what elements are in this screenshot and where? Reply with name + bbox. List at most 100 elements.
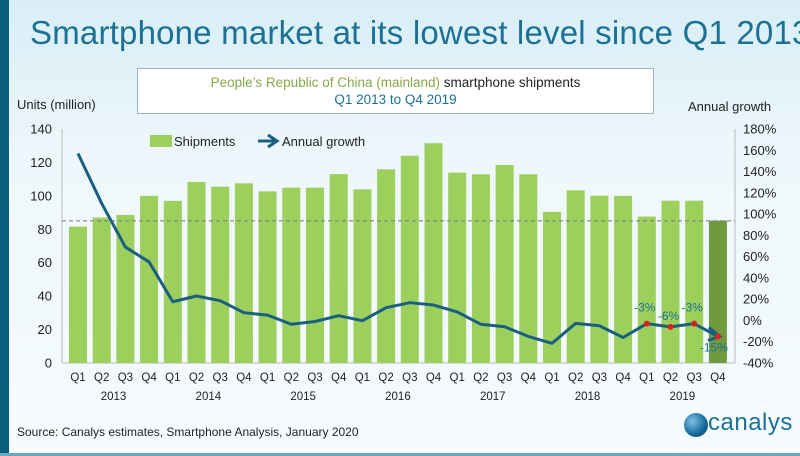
x-tick-label: Q3 <box>213 372 228 384</box>
x-tick-label: Q4 <box>331 372 347 384</box>
bar-shipments <box>187 181 206 363</box>
bar-shipments <box>543 211 561 363</box>
bar-shipments <box>424 143 443 363</box>
subtitle-period: Q1 2013 to Q4 2019 <box>334 92 457 107</box>
left-tick-label: 120 <box>30 155 52 170</box>
right-tick-label: 180% <box>743 122 777 137</box>
left-tick-label: 0 <box>45 356 52 371</box>
subtitle-line-1: People’s Republic of China (mainland) sm… <box>138 75 653 90</box>
subtitle-box: People’s Republic of China (mainland) sm… <box>137 68 654 114</box>
bar-shipments <box>211 186 230 363</box>
x-tick-label: Q2 <box>568 372 583 384</box>
left-tick-label: 40 <box>38 289 52 304</box>
growth-marker <box>691 320 698 327</box>
left-tick-label: 60 <box>38 255 52 270</box>
year-label: 2015 <box>290 391 316 403</box>
x-tick-label: Q1 <box>544 372 559 384</box>
canalys-logo: canalys <box>684 407 794 447</box>
bar-shipments <box>495 164 514 363</box>
subtitle-region: People’s Republic of China (mainland) <box>210 75 441 90</box>
legend-label-shipments: Shipments <box>174 134 236 149</box>
left-tick-label: 80 <box>38 222 52 237</box>
x-tick-label: Q3 <box>307 372 322 384</box>
year-label: 2014 <box>196 391 222 403</box>
right-tick-label: -20% <box>743 334 774 349</box>
bar-shipments <box>661 200 680 363</box>
globe-icon <box>684 413 708 437</box>
left-tick-label: 100 <box>30 188 52 203</box>
year-label: 2016 <box>385 391 411 403</box>
bar-shipments <box>69 226 87 363</box>
x-tick-label: Q1 <box>165 372 180 384</box>
x-tick-label: Q1 <box>260 372 275 384</box>
bar-shipments <box>590 195 609 363</box>
left-tick-label: 20 <box>38 322 52 337</box>
bar-shipments <box>614 195 633 363</box>
left-axis-label: Units (million) <box>17 97 96 112</box>
left-tick-label: 140 <box>30 122 52 137</box>
bar-shipments <box>471 174 490 363</box>
x-tick-label: Q3 <box>687 372 702 384</box>
chart-title: Smartphone market at its lowest level si… <box>30 14 800 51</box>
x-tick-label: Q2 <box>663 372 678 384</box>
bar-shipments <box>377 169 396 363</box>
line-annual-growth <box>76 152 719 345</box>
x-tick-label: Q1 <box>450 372 465 384</box>
legend-arrow-icon <box>267 133 280 149</box>
right-tick-label: 20% <box>743 292 769 307</box>
x-tick-label: Q3 <box>592 372 607 384</box>
x-tick-label: Q4 <box>521 372 537 384</box>
bar-shipments <box>685 200 704 363</box>
x-tick-label: Q1 <box>70 372 85 384</box>
bar-shipments <box>306 187 324 363</box>
bar-shipments <box>163 200 182 363</box>
x-tick-label: Q2 <box>378 372 393 384</box>
right-tick-label: 40% <box>743 270 769 285</box>
growth-annotation: -6% <box>658 309 680 323</box>
right-tick-label: 0% <box>743 313 762 328</box>
right-tick-label: -40% <box>743 356 774 371</box>
bottom-border <box>0 453 800 456</box>
bar-shipments <box>329 174 348 363</box>
x-tick-label: Q4 <box>615 372 631 384</box>
source-note: Source: Canalys estimates, Smartphone An… <box>17 425 359 439</box>
growth-marker <box>643 320 650 327</box>
year-label: 2017 <box>480 391 506 403</box>
bar-shipments <box>566 190 585 363</box>
growth-annotation: -3% <box>634 301 656 315</box>
growth-annotation: -15% <box>700 340 728 354</box>
year-label: 2019 <box>670 391 696 403</box>
bar-shipments <box>92 217 111 363</box>
year-label: 2018 <box>575 391 601 403</box>
subtitle-metric: smartphone shipments <box>443 75 581 90</box>
x-tick-label: Q2 <box>473 372 488 384</box>
bar-shipments <box>258 191 277 363</box>
growth-marker <box>714 333 721 340</box>
bar-shipments <box>116 214 135 363</box>
left-accent-stripe <box>0 0 9 456</box>
right-axis-label: Annual growth <box>688 99 772 114</box>
right-tick-label: 100% <box>743 207 777 222</box>
x-tick-label: Q1 <box>355 372 370 384</box>
bar-shipments <box>400 155 419 363</box>
bar-shipments <box>353 189 372 363</box>
right-tick-label: 160% <box>743 143 777 158</box>
bar-shipments <box>637 216 656 363</box>
x-tick-label: Q2 <box>94 372 109 384</box>
x-tick-label: Q1 <box>639 372 654 384</box>
year-label: 2013 <box>101 391 127 403</box>
x-tick-label: Q4 <box>141 372 157 384</box>
x-tick-label: Q3 <box>118 372 133 384</box>
x-tick-label: Q4 <box>236 372 252 384</box>
bar-shipments <box>708 220 727 363</box>
x-tick-label: Q4 <box>426 372 442 384</box>
x-tick-label: Q4 <box>710 372 726 384</box>
right-tick-label: 120% <box>743 185 777 200</box>
bar-shipments <box>140 195 159 363</box>
x-tick-label: Q3 <box>497 372 512 384</box>
right-tick-label: 80% <box>743 228 769 243</box>
legend-swatch-shipments <box>150 135 172 147</box>
bar-shipments <box>448 172 467 363</box>
